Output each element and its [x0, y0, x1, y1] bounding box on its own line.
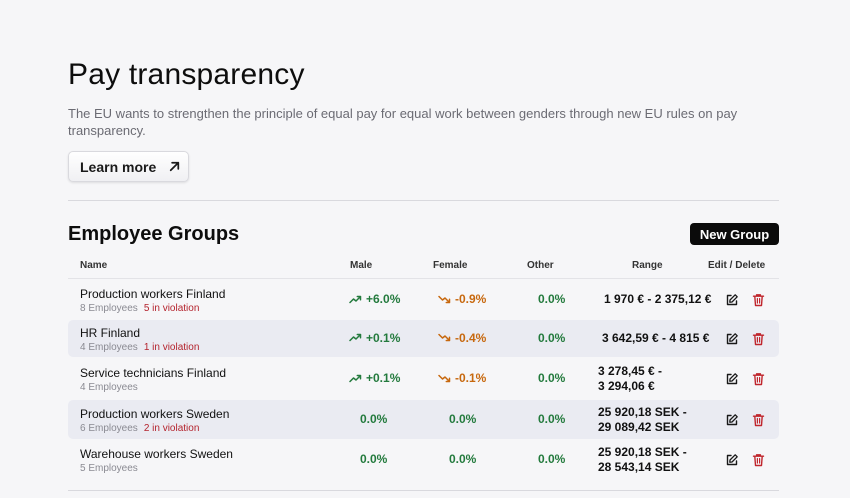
male-gap-value: +0.1%: [366, 330, 401, 345]
table-row[interactable]: Production workers Finland 8 Employees 5 i…: [68, 281, 779, 319]
group-meta: 6 Employees 2 in violation: [80, 423, 199, 434]
employee-groups-title: Employee Groups: [68, 223, 240, 245]
range-line: 3 642,59 € - 4 815 €: [602, 330, 710, 345]
group-meta: 4 Employees: [80, 382, 138, 393]
range-line: 25 920,18 SEK -: [598, 445, 687, 459]
trash-icon[interactable]: [752, 332, 765, 346]
range-line: 25 920,18 SEK -: [598, 404, 687, 419]
range-line: 3 294,06 €: [598, 379, 655, 393]
female-gap: -0.4%: [438, 331, 486, 345]
other-gap-value: 0.0%: [538, 292, 566, 306]
learn-more-label: Learn more: [80, 158, 157, 175]
employee-count: 4 Employees: [80, 382, 138, 393]
edit-icon[interactable]: [725, 332, 739, 346]
new-group-button[interactable]: New Group: [690, 223, 779, 245]
table-row[interactable]: Warehouse workers Sweden 5 Employees 0.0% 0…: [68, 440, 779, 480]
male-gap: +0.1%: [349, 331, 400, 345]
female-gap-value: 0.0%: [449, 411, 477, 426]
other-gap-value: 0.0%: [538, 452, 566, 466]
group-name[interactable]: Service technicians Finland: [80, 366, 227, 380]
trend-up-icon: [349, 295, 362, 304]
employee-count: 4 Employees: [80, 341, 138, 353]
table-row[interactable]: Service technicians Finland 4 Employees +0…: [68, 359, 779, 399]
employee-count: 8 Employees: [80, 303, 138, 314]
other-gap: 0.0%: [538, 371, 565, 385]
group-meta: 4 Employees 1 in violation: [80, 342, 199, 353]
column-other: Other: [527, 260, 554, 271]
table-header: Name Male Female Other Range Edit / Dele…: [68, 251, 779, 279]
male-gap-value: 0.0%: [360, 411, 388, 426]
pay-range: 1 970 € - 2 375,12 €: [604, 292, 711, 307]
pay-range: 3 642,59 € - 4 815 €: [602, 331, 709, 346]
page-description: The EU wants to strengthen the principle…: [68, 106, 738, 138]
range-line: 3 278,45 € -: [598, 364, 663, 378]
trash-icon[interactable]: [752, 453, 765, 467]
column-female: Female: [433, 260, 468, 271]
male-gap: +6.0%: [349, 292, 400, 306]
violation-badge: 2 in violation: [143, 422, 200, 434]
trend-down-icon: [438, 374, 451, 383]
arrow-up-right-icon: [168, 160, 181, 173]
range-line: 28 543,14 SEK: [598, 460, 680, 474]
edit-icon[interactable]: [725, 453, 739, 467]
female-gap: 0.0%: [449, 412, 476, 426]
column-male: Male: [350, 260, 373, 271]
other-gap: 0.0%: [538, 452, 565, 466]
group-meta: 8 Employees 5 in violation: [80, 303, 199, 314]
male-gap: 0.0%: [360, 452, 387, 466]
trash-icon[interactable]: [752, 413, 765, 427]
pay-range: 3 278,45 € -3 294,06 €: [598, 364, 662, 394]
range-line: 1 970 € - 2 375,12 €: [604, 292, 712, 306]
column-actions: Edit / Delete: [708, 260, 766, 271]
pay-range: 25 920,18 SEK -28 543,14 SEK: [598, 445, 687, 475]
group-meta: 5 Employees: [80, 463, 138, 474]
edit-icon[interactable]: [725, 413, 739, 427]
male-gap: +0.1%: [349, 371, 400, 385]
female-gap-value: -0.4%: [455, 330, 487, 345]
page-title: Pay transparency: [68, 58, 305, 91]
female-gap: -0.1%: [438, 371, 486, 385]
column-name: Name: [80, 260, 108, 271]
table-row[interactable]: Production workers Sweden 6 Employees 2 in…: [68, 400, 779, 439]
male-gap-value: +6.0%: [366, 292, 401, 306]
trash-icon[interactable]: [752, 372, 765, 386]
employee-count: 6 Employees: [80, 422, 138, 434]
edit-icon[interactable]: [725, 293, 739, 307]
other-gap-value: 0.0%: [538, 371, 566, 385]
trash-icon[interactable]: [752, 293, 765, 307]
pay-range: 25 920,18 SEK -29 089,42 SEK: [598, 405, 687, 435]
column-range: Range: [632, 260, 663, 271]
table-bottom-divider: [68, 490, 779, 491]
female-gap: -0.9%: [438, 292, 486, 306]
male-gap-value: 0.0%: [360, 452, 388, 466]
other-gap-value: 0.0%: [538, 330, 566, 345]
group-name[interactable]: Production workers Finland: [80, 287, 226, 301]
employee-count: 5 Employees: [80, 463, 138, 474]
learn-more-button[interactable]: Learn more: [68, 151, 189, 182]
female-gap: 0.0%: [449, 452, 476, 466]
trend-down-icon: [438, 295, 451, 304]
female-gap-value: -0.1%: [455, 371, 487, 385]
male-gap-value: +0.1%: [366, 371, 401, 385]
other-gap: 0.0%: [538, 331, 565, 345]
violation-badge: 1 in violation: [143, 341, 200, 353]
trend-up-icon: [349, 333, 362, 342]
section-divider: [68, 200, 779, 201]
other-gap: 0.0%: [538, 412, 565, 426]
trend-down-icon: [438, 333, 451, 342]
edit-icon[interactable]: [725, 372, 739, 386]
female-gap-value: -0.9%: [455, 292, 487, 306]
group-name[interactable]: HR Finland: [80, 325, 141, 340]
trend-up-icon: [349, 374, 362, 383]
other-gap: 0.0%: [538, 292, 565, 306]
range-line: 29 089,42 SEK: [598, 419, 680, 434]
violation-badge: 5 in violation: [143, 303, 200, 314]
male-gap: 0.0%: [360, 412, 387, 426]
group-name[interactable]: Production workers Sweden: [80, 406, 230, 421]
female-gap-value: 0.0%: [449, 452, 477, 466]
group-name[interactable]: Warehouse workers Sweden: [80, 447, 233, 461]
table-row[interactable]: HR Finland 4 Employees 1 in violation +0.1%…: [68, 320, 779, 357]
other-gap-value: 0.0%: [538, 411, 566, 426]
